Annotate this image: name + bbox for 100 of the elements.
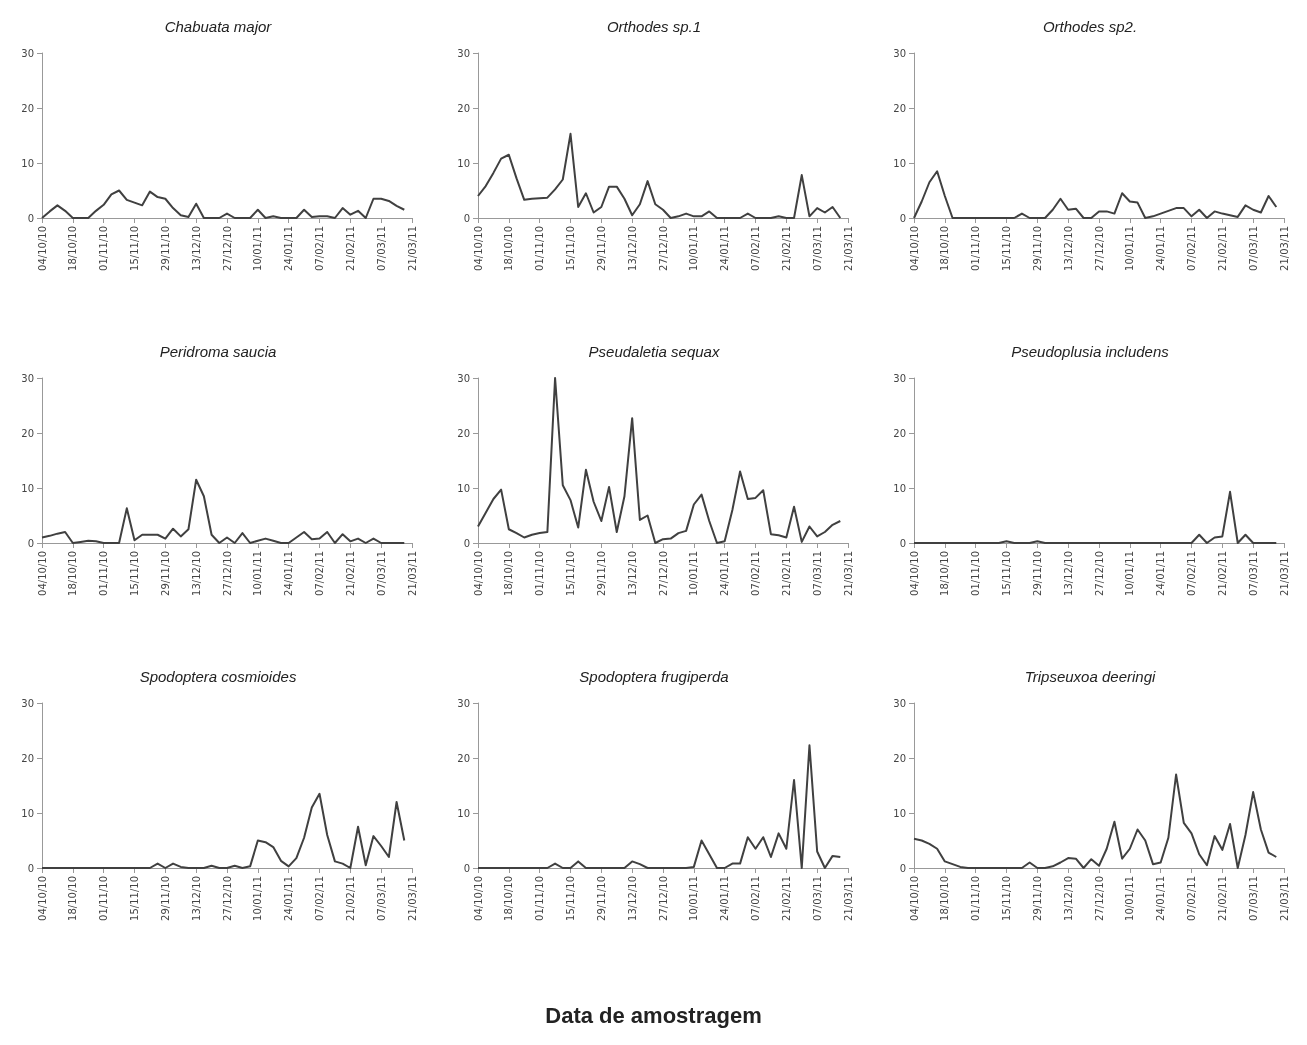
x-tick-label: 21/03/11 [1278, 876, 1290, 921]
line-series [41, 189, 406, 219]
y-tick-label: 20 [893, 102, 906, 114]
x-tick-label: 15/11/10 [1001, 551, 1012, 596]
y-tick-label: 0 [899, 537, 906, 549]
chart-title: Spodoptera cosmioides [139, 668, 297, 685]
x-tick-label: 15/11/10 [129, 551, 140, 596]
x-tick-label: 24/01/11 [283, 876, 295, 921]
y-tick-label: 0 [899, 212, 906, 224]
x-tick-label: 04/10/10 [36, 226, 48, 271]
y-tick-label: 20 [457, 427, 470, 439]
x-tick-label: 10/01/11 [252, 226, 264, 271]
x-tick-label: 21/03/11 [842, 226, 854, 271]
x-axis-title: Data de amostragem [544, 1003, 763, 1029]
x-tick-label: 13/12/10 [190, 876, 202, 921]
x-tick-label: 27/12/10 [221, 876, 233, 921]
x-tick-label: 13/12/10 [626, 876, 638, 921]
x-tick-label: 27/12/10 [1093, 226, 1105, 271]
y-tick-label: 30 [893, 697, 906, 709]
x-tick-label: 07/02/11 [1186, 551, 1197, 596]
y-tick-label: 10 [893, 482, 906, 494]
x-tick-label: 13/12/10 [1062, 226, 1074, 271]
line-series [477, 744, 842, 869]
x-tick-label: 07/02/11 [750, 226, 761, 271]
x-tick-label: 27/12/10 [1093, 876, 1105, 921]
x-tick-label: 13/12/10 [626, 551, 638, 596]
x-tick-label: 24/01/11 [283, 226, 295, 271]
x-tick-label: 04/10/10 [472, 551, 484, 596]
x-tick-label: 21/03/11 [406, 876, 418, 921]
y-tick-label: 10 [21, 807, 34, 819]
x-tick-label: 29/11/10 [595, 226, 607, 271]
x-tick-label: 18/10/10 [503, 226, 515, 271]
x-tick-label: 27/12/10 [1093, 551, 1105, 596]
line-series [41, 792, 406, 869]
x-tick-label: 01/11/10 [534, 551, 546, 596]
x-tick-label: 10/01/11 [252, 876, 264, 921]
y-tick-label: 10 [893, 807, 906, 819]
x-tick-label: 24/01/11 [1155, 226, 1167, 271]
x-tick-label: 04/10/10 [36, 551, 48, 596]
x-tick-label: 15/11/10 [565, 226, 576, 271]
x-tick-label: 18/10/10 [939, 551, 951, 596]
x-tick-label: 10/01/11 [252, 551, 264, 596]
x-tick-label: 01/11/10 [534, 226, 546, 271]
chart-title: Spodoptera frugiperda [579, 668, 729, 685]
x-tick-label: 21/03/11 [1278, 226, 1290, 271]
x-tick-label: 13/12/10 [190, 551, 202, 596]
x-tick-label: 18/10/10 [67, 551, 79, 596]
y-tick-label: 30 [457, 372, 470, 384]
x-tick-label: 21/02/11 [344, 226, 356, 271]
x-tick-label: 18/10/10 [67, 876, 79, 921]
x-tick-label: 21/03/11 [406, 226, 418, 271]
x-tick-label: 04/10/10 [908, 226, 920, 271]
x-tick-label: 21/02/11 [344, 551, 356, 596]
x-tick-label: 01/11/10 [970, 226, 982, 271]
x-tick-label: 29/11/10 [159, 876, 171, 921]
y-tick-label: 20 [893, 752, 906, 764]
line-series [913, 773, 1278, 869]
y-tick-label: 10 [893, 157, 906, 169]
x-tick-label: 01/11/10 [98, 226, 110, 271]
x-tick-label: 29/11/10 [595, 876, 607, 921]
x-tick-label: 18/10/10 [503, 876, 515, 921]
x-tick-label: 18/10/10 [67, 226, 79, 271]
x-tick-label: 13/12/10 [626, 226, 638, 271]
x-tick-label: 21/02/11 [344, 876, 356, 921]
x-tick-label: 24/01/11 [719, 551, 731, 596]
x-tick-label: 07/03/11 [1247, 226, 1259, 271]
x-tick-label: 07/02/11 [314, 551, 325, 596]
x-tick-label: 07/03/11 [1247, 876, 1259, 921]
x-tick-label: 15/11/10 [1001, 876, 1012, 921]
x-tick-label: 07/03/11 [811, 551, 823, 596]
y-tick-label: 0 [463, 212, 470, 224]
y-tick-label: 10 [457, 807, 470, 819]
x-tick-label: 27/12/10 [657, 226, 669, 271]
x-tick-label: 27/12/10 [221, 551, 233, 596]
y-tick-label: 10 [457, 157, 470, 169]
x-tick-label: 29/11/10 [1031, 876, 1043, 921]
y-tick-label: 0 [463, 537, 470, 549]
x-tick-label: 21/03/11 [842, 876, 854, 921]
y-tick-label: 20 [457, 752, 470, 764]
y-tick-label: 10 [21, 482, 34, 494]
y-tick-label: 30 [893, 47, 906, 59]
x-tick-label: 01/11/10 [98, 551, 110, 596]
x-tick-label: 24/01/11 [719, 876, 731, 921]
x-tick-label: 04/10/10 [908, 551, 920, 596]
x-tick-label: 29/11/10 [1031, 551, 1043, 596]
x-tick-label: 13/12/10 [190, 226, 202, 271]
chart-title: Chabuata major [164, 18, 273, 35]
x-tick-label: 21/02/11 [780, 226, 792, 271]
y-tick-label: 20 [893, 427, 906, 439]
x-tick-label: 10/01/11 [1124, 226, 1136, 271]
x-tick-label: 01/11/10 [534, 876, 546, 921]
x-tick-label: 10/01/11 [688, 876, 700, 921]
y-tick-label: 20 [21, 102, 34, 114]
x-tick-label: 10/01/11 [1124, 876, 1136, 921]
x-tick-label: 29/11/10 [159, 551, 171, 596]
x-tick-label: 04/10/10 [36, 876, 48, 921]
x-tick-label: 01/11/10 [970, 551, 982, 596]
x-tick-label: 18/10/10 [939, 876, 951, 921]
y-tick-label: 30 [21, 697, 34, 709]
x-tick-label: 07/03/11 [375, 551, 387, 596]
